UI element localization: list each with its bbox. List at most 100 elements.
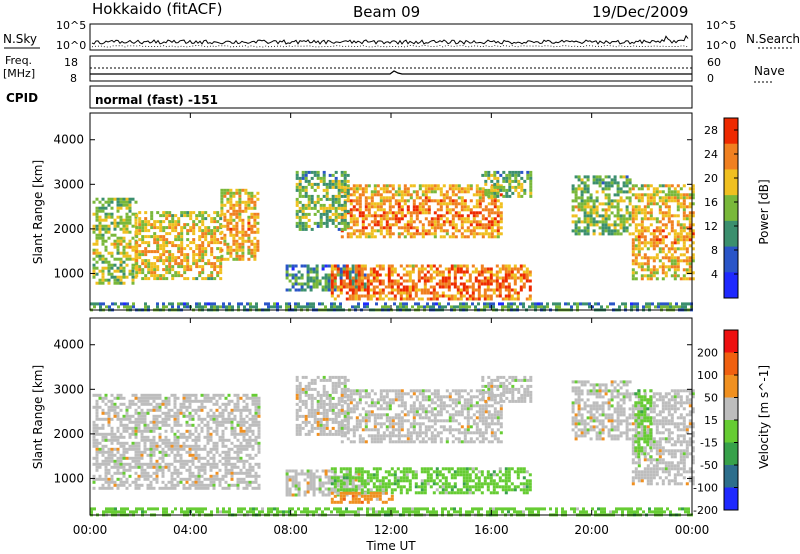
echo-cell bbox=[589, 199, 593, 203]
echo-cell bbox=[528, 285, 532, 289]
echo-cell bbox=[640, 184, 644, 188]
echo-cell bbox=[468, 276, 472, 280]
echo-cell bbox=[304, 170, 308, 174]
echo-cell bbox=[294, 487, 298, 491]
echo-cell bbox=[670, 256, 674, 260]
echo-cell bbox=[511, 185, 515, 189]
echo-cell bbox=[251, 423, 255, 427]
echo-cell bbox=[285, 484, 289, 488]
echo-cell bbox=[147, 220, 151, 224]
echo-cell bbox=[382, 187, 386, 191]
echo-cell bbox=[155, 465, 159, 469]
echo-cell bbox=[241, 257, 245, 261]
echo-cell bbox=[131, 212, 135, 216]
echo-cell bbox=[442, 199, 446, 203]
echo-cell bbox=[125, 275, 129, 279]
echo-cell bbox=[203, 468, 207, 472]
echo-cell bbox=[161, 480, 165, 484]
echo-cell bbox=[220, 254, 224, 258]
echo-cell bbox=[376, 229, 380, 233]
echo-cell bbox=[229, 227, 233, 231]
echo-cell bbox=[405, 273, 409, 277]
echo-cell bbox=[691, 247, 695, 251]
echo-cell bbox=[343, 218, 347, 222]
echo-cell bbox=[165, 211, 169, 215]
echo-cell bbox=[101, 266, 105, 270]
echo-cell bbox=[152, 462, 156, 466]
echo-cell bbox=[513, 288, 517, 292]
echo-cell bbox=[364, 232, 368, 236]
echo-cell bbox=[221, 408, 225, 412]
echo-cell bbox=[571, 208, 575, 212]
echo-cell bbox=[223, 191, 227, 195]
echo-cell bbox=[256, 248, 260, 252]
echo-cell bbox=[460, 223, 464, 227]
echo-cell bbox=[128, 447, 132, 451]
echo-cell bbox=[321, 490, 325, 494]
echo-cell bbox=[167, 411, 171, 415]
echo-cell bbox=[499, 193, 503, 197]
echo-cell bbox=[149, 483, 153, 487]
echo-cell bbox=[616, 214, 620, 218]
echo-cell bbox=[177, 217, 181, 221]
echo-cell bbox=[212, 447, 216, 451]
echo-cell bbox=[183, 265, 187, 269]
echo-cell bbox=[430, 199, 434, 203]
echo-cell bbox=[176, 429, 180, 433]
echo-cell bbox=[367, 205, 371, 209]
echo-cell bbox=[492, 288, 496, 292]
echo-cell bbox=[295, 203, 299, 207]
echo-cell bbox=[441, 294, 445, 298]
echo-cell bbox=[685, 247, 689, 251]
echo-cell bbox=[215, 426, 219, 430]
echo-cell bbox=[475, 223, 479, 227]
nsky-tick-high: 10^5 bbox=[56, 19, 86, 32]
echo-cell bbox=[171, 226, 175, 230]
echo-cell bbox=[649, 256, 653, 260]
echo-cell bbox=[516, 294, 520, 298]
echo-cell bbox=[640, 262, 644, 266]
echo-cell bbox=[113, 227, 117, 231]
echo-cell bbox=[463, 190, 467, 194]
echo-cell bbox=[583, 202, 587, 206]
echo-cell bbox=[346, 173, 350, 177]
echo-cell bbox=[186, 268, 190, 272]
echo-cell bbox=[348, 270, 352, 274]
echo-cell bbox=[257, 420, 261, 424]
echo-cell bbox=[504, 297, 508, 301]
echo-cell bbox=[251, 402, 255, 406]
echo-cell bbox=[358, 202, 362, 206]
echo-cell bbox=[201, 259, 205, 263]
echo-cell bbox=[687, 302, 690, 306]
echo-cell bbox=[116, 266, 120, 270]
echo-cell bbox=[364, 184, 368, 188]
echo-cell bbox=[493, 194, 497, 198]
echo-cell bbox=[601, 223, 605, 227]
nave-tick-low: 0 bbox=[707, 72, 714, 85]
echo-cell bbox=[498, 282, 502, 286]
echo-cell bbox=[459, 302, 462, 306]
echo-cell bbox=[688, 232, 692, 236]
echo-cell bbox=[129, 305, 132, 309]
echo-cell bbox=[346, 188, 350, 192]
echo-cell bbox=[351, 478, 355, 482]
echo-cell bbox=[390, 279, 394, 283]
echo-cell bbox=[504, 276, 508, 280]
echo-cell bbox=[441, 276, 445, 280]
echo-cell bbox=[210, 277, 214, 281]
echo-cell bbox=[390, 288, 394, 292]
echo-cell bbox=[230, 426, 234, 430]
echo-cell bbox=[200, 456, 204, 460]
echo-cell bbox=[499, 226, 503, 230]
echo-cell bbox=[209, 408, 213, 412]
echo-cell bbox=[387, 270, 391, 274]
echo-cell bbox=[113, 239, 117, 243]
echo-cell bbox=[499, 184, 503, 188]
echo-cell bbox=[140, 408, 144, 412]
echo-cell bbox=[300, 273, 304, 277]
echo-cell bbox=[352, 223, 356, 227]
echo-cell bbox=[125, 477, 129, 481]
echo-cell bbox=[122, 429, 126, 433]
echo-cell bbox=[528, 288, 532, 292]
echo-cell bbox=[676, 196, 680, 200]
